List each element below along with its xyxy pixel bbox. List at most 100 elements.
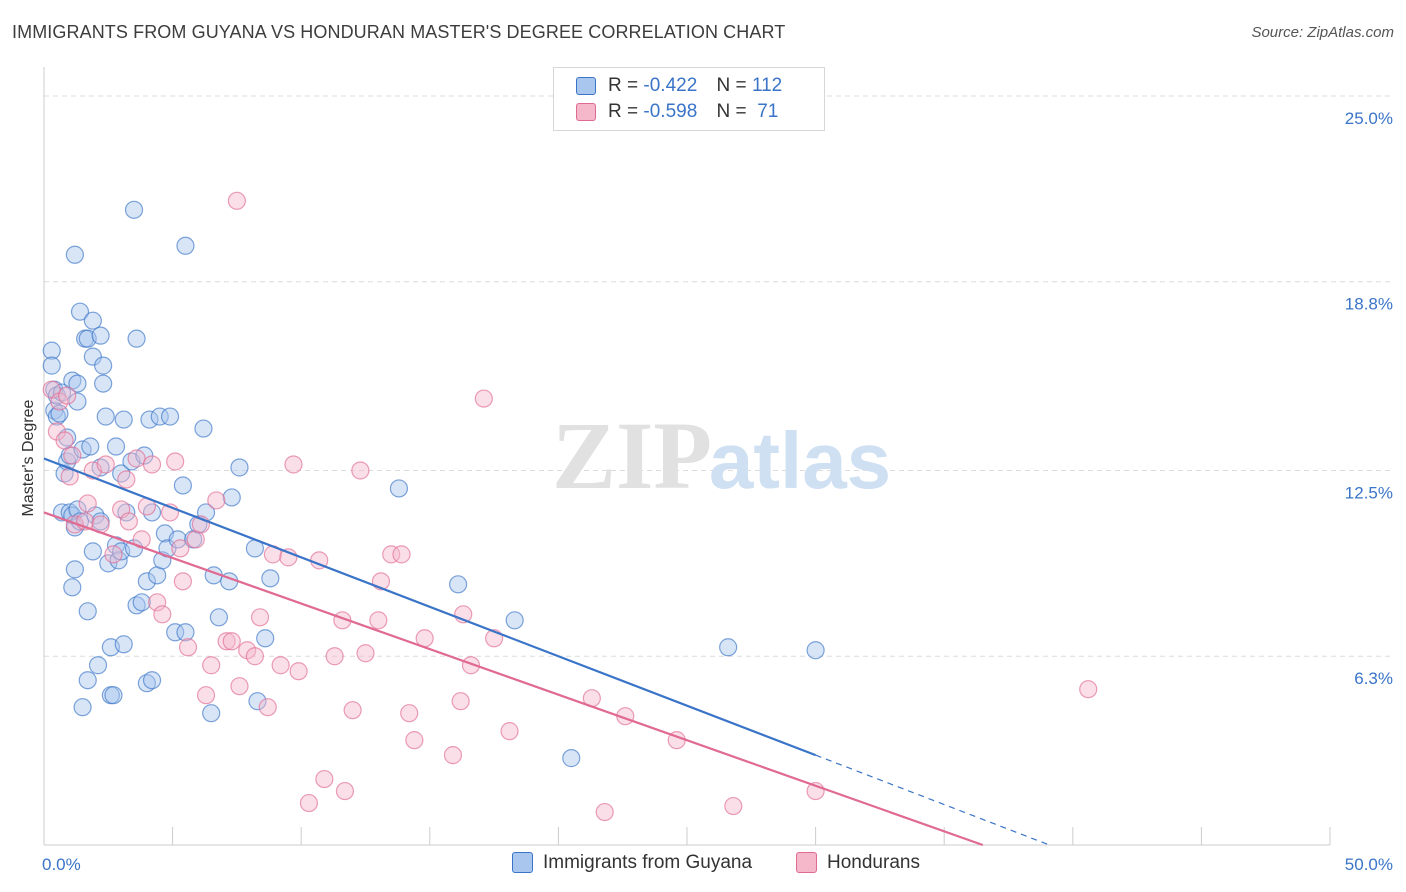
point-guyana [202,704,221,723]
point-hondurans [284,455,303,474]
point-hondurans [166,452,185,471]
point-hondurans [461,656,481,675]
legend-r-label: R = [608,101,639,122]
point-hondurans [207,491,226,510]
bottom-legend-guyana: Immigrants from Guyana [512,852,752,874]
point-hondurans [405,731,424,750]
point-guyana [58,428,77,447]
point-guyana [261,569,280,588]
point-guyana [132,593,151,612]
point-guyana [83,542,102,561]
point-hondurans [148,593,167,612]
point-hondurans [222,632,241,651]
legend-r-value: -0.422 [643,75,698,96]
point-guyana [47,407,66,426]
point-guyana [78,602,97,621]
point-hondurans [142,455,162,474]
point-guyana [127,329,146,348]
y-tick-label: 25.0% [1345,109,1393,128]
point-hondurans [63,446,82,465]
point-hondurans [127,449,146,468]
point-guyana [230,458,249,477]
point-hondurans [58,386,77,405]
legend-row-guyana: R = -0.422 N = 112 [576,75,782,99]
point-guyana [127,596,146,615]
point-hondurans [299,793,319,813]
point-guyana [209,608,228,627]
point-hondurans [356,644,375,663]
trendline-guyana [43,457,816,757]
point-guyana [55,464,74,483]
point-hondurans [217,632,236,651]
point-hondurans [1079,680,1098,699]
point-guyana [176,623,195,642]
point-hondurans [474,389,493,408]
point-hondurans [443,746,463,765]
point-guyana [83,311,102,330]
point-guyana [42,341,61,360]
point-guyana [137,572,156,591]
point-guyana [63,578,82,597]
legend-n-label: N = [716,101,747,122]
bottom-legend-hondurans: Hondurans [796,852,920,874]
point-hondurans [202,656,221,675]
point-guyana [142,671,162,690]
point-hondurans [119,512,138,531]
point-guyana [140,410,159,429]
point-guyana [114,635,133,654]
point-hondurans [258,698,277,717]
point-guyana [91,326,110,345]
trend-layer [43,457,1048,847]
y-tick-label: 12.5% [1345,483,1393,502]
point-guyana [104,686,123,705]
bottom-legend-label-hondurans: Hondurans [827,852,920,873]
x-tick-label: 50.0% [1345,855,1393,874]
point-guyana [65,245,84,264]
point-guyana [94,356,113,375]
point-guyana [719,638,738,657]
point-hondurans [117,470,136,489]
point-hondurans [153,605,172,624]
y-tick-label: 18.8% [1345,295,1393,314]
correlation-legend: R = -0.422 N = 112 R = -0.598 N = 71 [553,67,825,131]
point-guyana [505,611,524,630]
point-guyana [389,479,409,498]
watermark-atlas: atlas [709,416,891,505]
point-hondurans [227,191,246,210]
point-guyana [96,407,115,426]
point-hondurans [451,692,470,711]
legend-swatch-hondurans [576,102,596,121]
point-guyana [806,641,825,660]
point-hondurans [289,662,308,681]
point-guyana [176,236,195,255]
point-guyana [94,374,113,393]
point-hondurans [245,647,265,666]
point-guyana [42,356,61,375]
point-guyana [99,554,118,573]
point-hondurans [271,656,290,675]
point-hondurans [351,461,370,480]
point-hondurans [382,545,401,564]
point-hondurans [78,494,97,513]
point-hondurans [325,647,344,666]
point-hondurans [724,796,743,816]
legend-n-value: 112 [751,75,783,96]
legend-n-value: 71 [751,101,779,122]
y-tick-label: 6.3% [1354,669,1393,688]
point-hondurans [104,545,123,564]
point-guyana [88,656,108,675]
point-guyana [160,407,180,426]
point-guyana [222,488,241,507]
legend-n-label: N = [716,75,747,96]
point-hondurans [173,572,192,591]
point-guyana [81,437,100,456]
x-tick-label: 0.0% [42,855,81,874]
point-hondurans [178,638,198,657]
point-guyana [562,749,581,768]
point-hondurans [230,677,249,696]
point-hondurans [315,769,334,789]
axis-layer [43,67,1331,846]
point-hondurans [392,545,411,564]
y-axis-title: Master's Degree [20,399,37,516]
